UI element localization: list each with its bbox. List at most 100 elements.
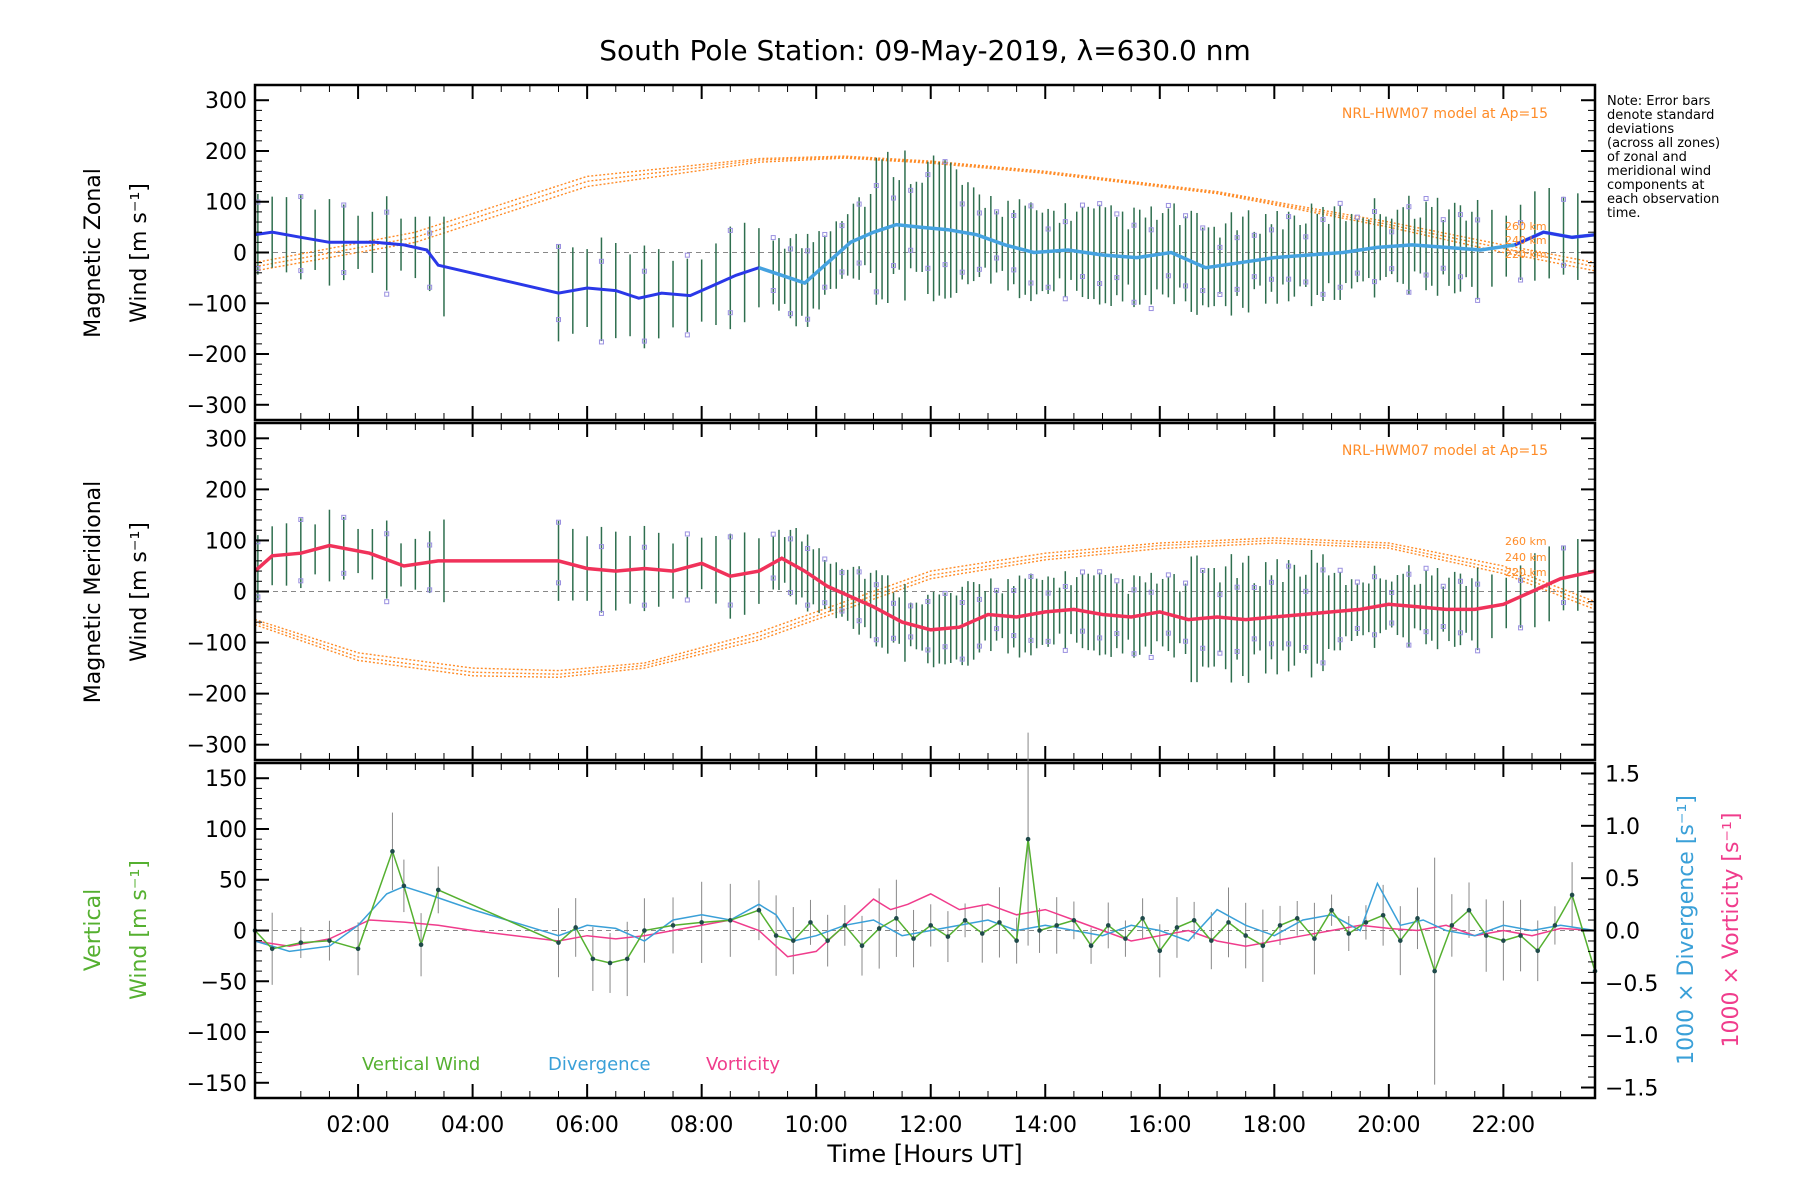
zone-sample-marker — [1337, 637, 1343, 643]
vertical-wind-point — [1312, 936, 1317, 941]
zone-sample-marker — [1475, 648, 1481, 654]
zone-sample-marker — [1354, 214, 1360, 220]
vertical-wind-point — [590, 956, 596, 962]
zone-sample-marker — [1320, 567, 1326, 573]
vertical-wind-line — [254, 839, 1596, 974]
model-curve-260km — [254, 155, 1596, 264]
zone-sample-marker — [1131, 299, 1137, 305]
zone-sample-marker — [1320, 660, 1326, 666]
zone-sample-marker — [341, 570, 347, 576]
zone-sample-marker — [1131, 651, 1137, 657]
zone-sample-marker — [959, 600, 965, 606]
vertical-wind-point — [1363, 920, 1369, 925]
zone-sample-marker — [1337, 284, 1343, 290]
y-tick-label: 300 — [205, 427, 247, 452]
zone-sample-marker — [822, 600, 828, 606]
zone-sample-marker — [891, 635, 897, 641]
zone-sample-marker — [1011, 633, 1017, 639]
zone-sample-marker — [1114, 275, 1120, 281]
zone-sample-marker — [1286, 563, 1292, 569]
zone-sample-marker — [994, 626, 1000, 632]
vertical-wind-point — [327, 938, 332, 943]
y-tick-label: 300 — [205, 89, 247, 114]
zone-sample-marker — [1440, 217, 1446, 223]
x-tick-label: 18:00 — [1243, 1113, 1306, 1138]
zone-sample-marker — [942, 590, 948, 596]
zone-sample-marker — [1148, 306, 1154, 312]
zone-sample-marker — [1114, 578, 1120, 584]
vertical-wind-point — [1209, 938, 1214, 943]
zone-sample-marker — [598, 544, 604, 550]
zone-sample-marker — [1286, 641, 1292, 647]
zone-sample-marker — [1165, 273, 1171, 279]
y-tick-label: −200 — [187, 683, 247, 708]
zone-sample-marker — [556, 519, 562, 525]
zone-sample-marker — [1217, 291, 1223, 297]
y-tick-label: 0 — [233, 242, 247, 267]
zone-sample-marker — [1217, 592, 1223, 598]
y-tick-label: 100 — [205, 529, 247, 554]
y2-tick-label: 0.0 — [1605, 920, 1640, 945]
y-tick-label: −150 — [187, 1072, 247, 1097]
vertical-wind-point — [699, 920, 704, 925]
zone-sample-marker — [1097, 635, 1103, 641]
zone-sample-marker — [1423, 629, 1429, 635]
zone-sample-marker — [908, 247, 914, 253]
zone-sample-marker — [384, 291, 390, 297]
zone-sample-marker — [1234, 584, 1240, 590]
zone-sample-marker — [1457, 630, 1463, 636]
zone-sample-marker — [1303, 588, 1309, 594]
model-curve-260km — [254, 537, 1596, 672]
zone-sample-marker — [1062, 219, 1068, 225]
zone-sample-marker — [1457, 274, 1463, 280]
zone-sample-marker — [298, 516, 304, 522]
vertical-wind-point — [1088, 943, 1094, 949]
zone-sample-marker — [1062, 296, 1068, 302]
zonal-model-height-label: 260 km — [1505, 220, 1547, 233]
zone-sample-marker — [856, 569, 862, 575]
zone-sample-marker — [839, 570, 845, 576]
note-line: (across all zones) — [1607, 136, 1720, 151]
zonal-ylabel-line2: Wind [m s⁻¹] — [127, 183, 152, 323]
zone-sample-marker — [1561, 196, 1567, 202]
divergence-ylabel: 1000 × Divergence [s⁻¹] — [1674, 795, 1699, 1065]
zone-sample-marker — [1457, 578, 1463, 584]
zone-sample-marker — [994, 255, 1000, 261]
zone-sample-marker — [959, 269, 965, 275]
vertical-wind-point — [894, 916, 899, 921]
vertical-wind-point — [1346, 931, 1352, 936]
zone-sample-marker — [1423, 272, 1429, 278]
zone-sample-marker — [856, 618, 862, 624]
y-tick-label: 200 — [205, 140, 247, 165]
meridional-ylabel-line1: Magnetic Meridional — [81, 481, 106, 703]
zone-sample-marker — [556, 317, 562, 323]
legend-vertical-wind: Vertical Wind — [362, 1054, 480, 1075]
vorticity-line — [254, 893, 1596, 958]
x-tick-label: 12:00 — [899, 1113, 962, 1138]
zone-sample-marker — [1079, 274, 1085, 280]
zone-sample-marker — [822, 284, 828, 290]
zone-sample-marker — [1303, 234, 1309, 240]
zone-sample-marker — [1079, 202, 1085, 208]
zone-sample-marker — [384, 531, 390, 537]
zonal-wind-line — [254, 230, 760, 300]
zone-sample-marker — [1561, 600, 1567, 606]
zone-sample-marker — [908, 603, 914, 609]
y2-tick-label: −0.5 — [1605, 972, 1658, 997]
vertical-wind-point — [418, 942, 424, 948]
vertical-wind-point — [842, 923, 848, 928]
zone-sample-marker — [341, 514, 347, 520]
zone-sample-marker — [822, 231, 828, 237]
zone-sample-marker — [1097, 201, 1103, 207]
zone-sample-marker — [976, 210, 982, 216]
zone-sample-marker — [341, 202, 347, 208]
y-tick-label: −300 — [187, 394, 247, 419]
zone-sample-marker — [1406, 571, 1412, 577]
zone-sample-marker — [598, 258, 604, 264]
zone-sample-marker — [384, 209, 390, 215]
vertical-wind-point — [928, 923, 934, 928]
zone-sample-marker — [770, 287, 776, 293]
zone-sample-marker — [891, 195, 897, 201]
